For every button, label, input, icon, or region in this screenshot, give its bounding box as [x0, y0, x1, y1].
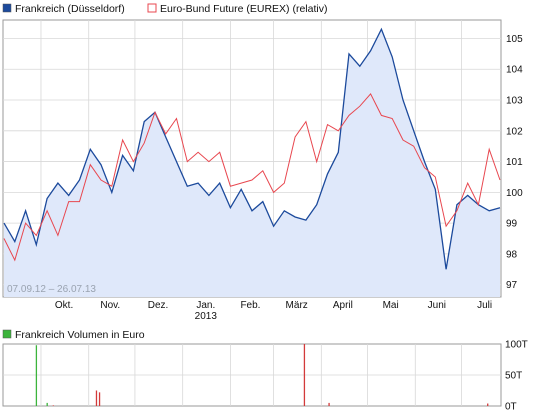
price-x-tick: Dez.: [148, 300, 169, 311]
price-x-ticks: Okt. Nov. Dez. Jan. Feb. März April Mai Juni Juli: [55, 300, 492, 311]
volume-bar: [95, 390, 98, 406]
price-y-tick: 98: [506, 249, 518, 260]
price-lines: [3, 27, 501, 270]
price-x-tick: Mai: [383, 300, 399, 311]
price-x-tick: Nov.: [100, 300, 120, 311]
volume-bar: [35, 345, 38, 406]
price-area: [4, 29, 500, 297]
price-legend: Frankreich (Düsseldorf) Euro-Bund Future…: [2, 3, 327, 15]
volume-y-tick: 50T: [505, 371, 522, 382]
legend-swatch-blue: [2, 3, 12, 13]
price-y-tick: 103: [506, 96, 523, 107]
price-x-tick: März: [286, 300, 308, 311]
price-x-tick: Jan.: [196, 300, 215, 311]
price-y-tick: 99: [506, 219, 518, 230]
volume-grid: [3, 344, 501, 406]
volume-bars: [35, 344, 489, 406]
price-y-tick: 104: [506, 65, 523, 76]
price-x-tick: Okt.: [55, 300, 73, 311]
bund-future-line: [3, 93, 501, 262]
legend-swatch-red: [147, 3, 157, 13]
volume-bar: [303, 344, 306, 406]
legend-swatch-green: [2, 329, 12, 339]
price-y-ticks: 97 98 99 100 101 102 103 104 105: [506, 34, 523, 291]
volume-bar: [98, 392, 101, 406]
legend-label-bund-future: Euro-Bund Future (EUREX) (relativ): [160, 3, 327, 15]
volume-bar: [46, 402, 48, 406]
frankreich-area: [4, 29, 500, 297]
price-x-tick: Juni: [428, 300, 446, 311]
volume-y-tick: 0T: [505, 402, 517, 413]
volume-y-ticks: 0T 50T 100T: [505, 340, 528, 413]
price-y-tick: 97: [506, 280, 518, 291]
legend-label-volume: Frankreich Volumen in Euro: [15, 329, 145, 341]
volume-bar: [487, 403, 489, 406]
price-y-tick: 101: [506, 157, 523, 168]
date-range: 07.09.12 – 26.07.13: [7, 284, 96, 295]
frankreich-line: [3, 27, 501, 270]
price-x-tick: April: [333, 300, 353, 311]
price-y-tick: 105: [506, 34, 523, 45]
year-label: 2013: [195, 311, 218, 322]
volume-bar: [52, 405, 54, 406]
volume-y-tick: 100T: [505, 340, 528, 351]
volume-bar: [328, 402, 330, 406]
price-y-tick: 100: [506, 188, 523, 199]
price-x-tick: Feb.: [240, 300, 260, 311]
price-x-tick: Juli: [477, 300, 492, 311]
legend-label-frankreich: Frankreich (Düsseldorf): [15, 3, 125, 15]
volume-legend: Frankreich Volumen in Euro: [2, 329, 145, 341]
price-y-tick: 102: [506, 126, 523, 137]
